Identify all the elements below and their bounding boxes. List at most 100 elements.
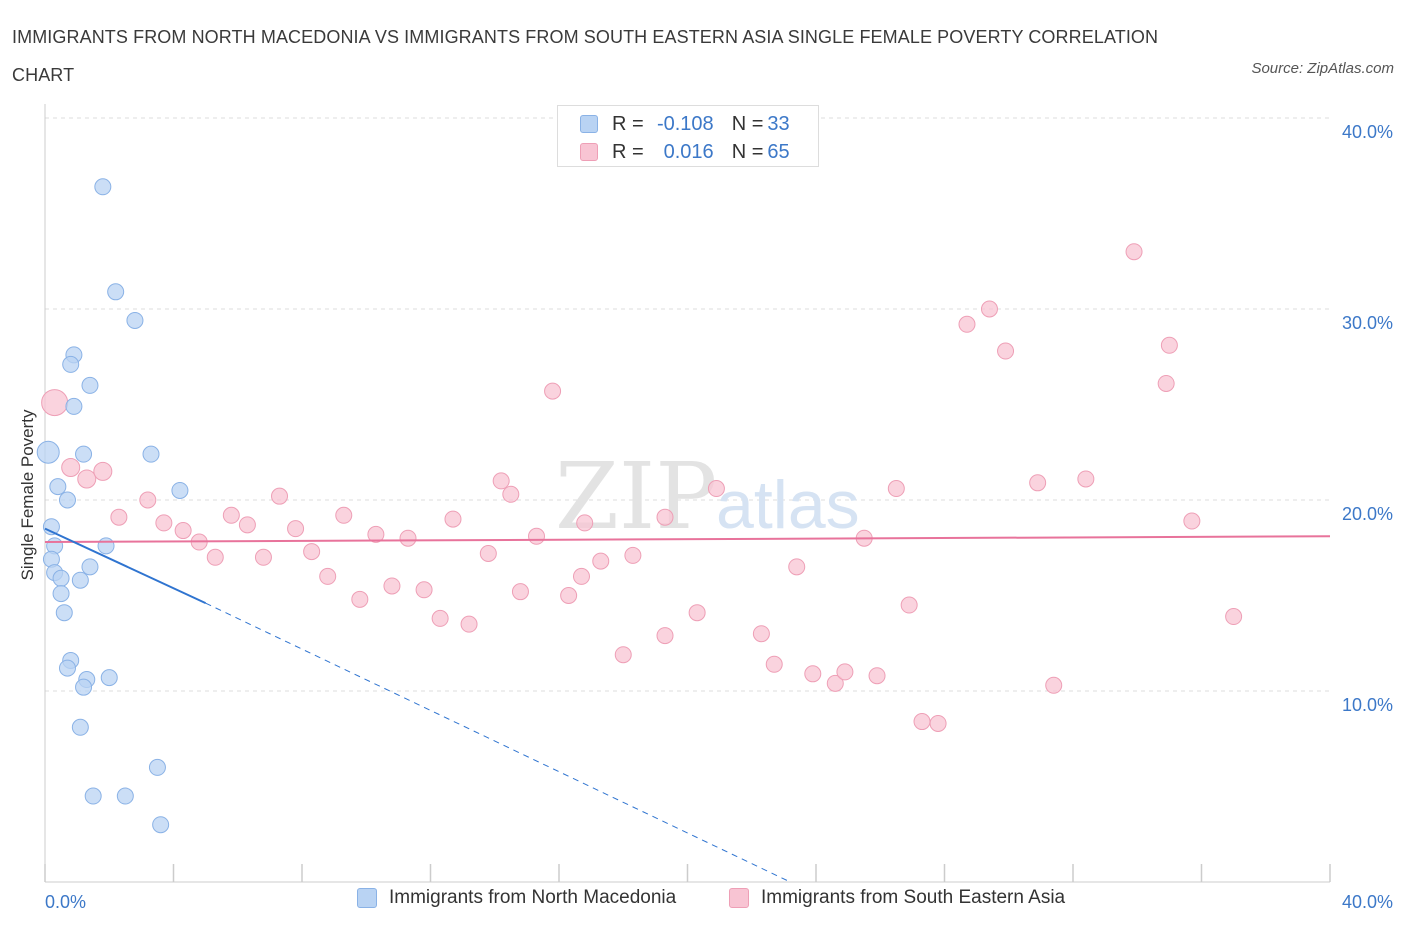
data-point [1157, 374, 1175, 392]
data-point [206, 548, 224, 566]
n-label: N = [731, 140, 764, 163]
data-point [765, 655, 783, 673]
n-value: 65 [767, 140, 790, 163]
r-value: -0.108 [656, 112, 714, 135]
data-point [75, 445, 93, 463]
data-point [52, 569, 70, 587]
legend-swatch-blue [357, 888, 377, 908]
data-point [572, 567, 590, 585]
legend-swatch-pink [580, 143, 598, 161]
data-point [576, 514, 594, 532]
tick-labels: 10.0% 20.0% 30.0% 40.0% 0.0% 40.0% [45, 122, 1393, 912]
data-point [58, 491, 76, 509]
legend-label: Immigrants from South Eastern Asia [761, 887, 1066, 908]
watermark: ZIP atlas [555, 443, 860, 550]
data-point [1125, 243, 1143, 261]
data-point [656, 627, 674, 645]
data-point [271, 487, 289, 505]
data-point [1077, 470, 1095, 488]
data-point [55, 604, 73, 622]
data-point [460, 615, 478, 633]
data-point [958, 315, 976, 333]
data-point [71, 718, 89, 736]
data-point [84, 787, 102, 805]
data-point [148, 758, 166, 776]
data-point [511, 583, 529, 601]
data-point [65, 397, 83, 415]
data-point [100, 669, 118, 687]
data-point [81, 558, 99, 576]
data-point [479, 544, 497, 562]
data-point [502, 485, 520, 503]
data-point [614, 646, 632, 664]
data-point [71, 571, 89, 589]
legend-item-south-eastern-asia: Immigrants from South Eastern Asia [729, 887, 1065, 909]
legend-swatch-pink [729, 888, 749, 908]
data-point [319, 567, 337, 585]
data-point [1160, 336, 1178, 354]
watermark-atlas: atlas [716, 467, 860, 543]
source-label: Source: ZipAtlas.com [1251, 60, 1394, 77]
data-point [399, 529, 417, 547]
data-point [415, 581, 433, 599]
data-point [94, 178, 112, 196]
data-point [688, 604, 706, 622]
data-point [997, 342, 1015, 360]
data-point [804, 665, 822, 683]
trend-line-south-eastern-asia [44, 535, 1331, 544]
trend-line-north-macedonia [44, 527, 207, 605]
data-point [1183, 512, 1201, 530]
trend-lines [44, 527, 1331, 883]
series-south-eastern-asia [41, 243, 1243, 732]
data-point [1045, 676, 1063, 694]
data-point [93, 461, 113, 481]
data-point [351, 590, 369, 608]
data-point [77, 469, 97, 489]
data-point [52, 585, 70, 603]
x-tick-label: 40.0% [1342, 892, 1393, 912]
data-point [980, 300, 998, 318]
data-point [238, 516, 256, 534]
data-point [560, 587, 578, 604]
axes [44, 104, 1331, 883]
gridlines [45, 117, 1330, 692]
data-point [126, 311, 144, 329]
data-point [383, 577, 401, 595]
data-point [110, 508, 128, 526]
data-point [592, 552, 610, 570]
data-point [1029, 474, 1047, 492]
data-point [155, 514, 173, 532]
x-tick-label: 0.0% [45, 892, 86, 912]
data-point [900, 596, 918, 614]
data-point [97, 537, 115, 555]
data-point [656, 508, 674, 526]
data-point [41, 389, 69, 417]
data-point [826, 674, 844, 692]
data-point [913, 713, 931, 731]
data-point [788, 558, 806, 576]
series-legend: Immigrants from North Macedonia Immigran… [0, 887, 1406, 917]
data-point [929, 714, 947, 732]
data-point [303, 543, 321, 561]
y-tick-label: 10.0% [1342, 695, 1393, 715]
data-point [75, 678, 93, 696]
data-point [107, 283, 125, 301]
data-point [836, 663, 854, 681]
n-value: 33 [767, 112, 790, 135]
legend-swatch-blue [580, 115, 598, 133]
data-point [868, 667, 886, 685]
data-point [1225, 608, 1243, 626]
watermark-zip: ZIP [555, 443, 717, 550]
data-point [61, 458, 81, 478]
data-point [528, 527, 546, 545]
chart-title: IMMIGRANTS FROM NORTH MACEDONIA VS IMMIG… [12, 27, 1159, 85]
legend-label: Immigrants from North Macedonia [389, 887, 677, 908]
data-point [431, 609, 449, 627]
legend-row-south-eastern-asia: R = 0.016 N = 65 [580, 139, 790, 165]
data-point [287, 520, 305, 538]
data-point [624, 546, 642, 564]
r-value: 0.016 [663, 140, 714, 163]
data-point [58, 659, 76, 677]
data-point [62, 355, 80, 373]
r-label: R = [612, 140, 644, 163]
